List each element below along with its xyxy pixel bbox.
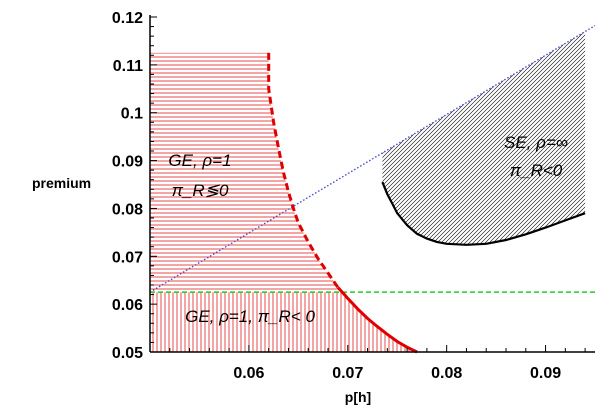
y-tick-label: 0.1 <box>121 106 143 123</box>
region-label-se-line2: π_R<0 <box>510 161 563 180</box>
y-tick-label: 0.11 <box>113 58 143 75</box>
regions-layer <box>150 31 586 352</box>
y-tick-label: 0.05 <box>112 345 143 362</box>
region-label-se-line1: SE, ρ=∞ <box>504 133 568 152</box>
x-tick-label: 0.08 <box>431 365 462 382</box>
y-tick-label: 0.12 <box>112 10 143 27</box>
x-axis-title: p[h] <box>345 389 371 405</box>
y-tick-label: 0.07 <box>112 249 143 266</box>
y-tick-label: 0.08 <box>112 201 143 218</box>
region-ge-rho1-lower <box>150 292 417 352</box>
region-label-ge-upper-line1: GE, ρ=1 <box>168 151 231 170</box>
y-axis-title: premium <box>32 175 91 191</box>
series-red-boundary-dashed <box>267 52 340 289</box>
series-dotted-line <box>149 25 595 293</box>
x-tick-label: 0.09 <box>530 365 561 382</box>
x-tick-label: 0.07 <box>332 365 363 382</box>
series-black-curve <box>381 181 586 246</box>
region-ge-rho1-upper <box>150 52 338 293</box>
series-red-boundary-solid <box>336 286 418 354</box>
series-layer <box>149 25 595 354</box>
region-se-rho-inf <box>382 31 586 245</box>
y-tick-label: 0.06 <box>112 297 143 314</box>
y-tick-label: 0.09 <box>112 154 143 171</box>
region-label-ge-lower: GE, ρ=1, π_R< 0 <box>185 307 315 326</box>
axes-layer: 0.05 0.06 0.07 0.08 0.09 0.1 0.11 0.12 0.06 0.07 0… <box>112 10 595 382</box>
x-tick-label: 0.06 <box>233 365 264 382</box>
region-label-ge-upper-line2: π_R≶0 <box>172 181 229 200</box>
